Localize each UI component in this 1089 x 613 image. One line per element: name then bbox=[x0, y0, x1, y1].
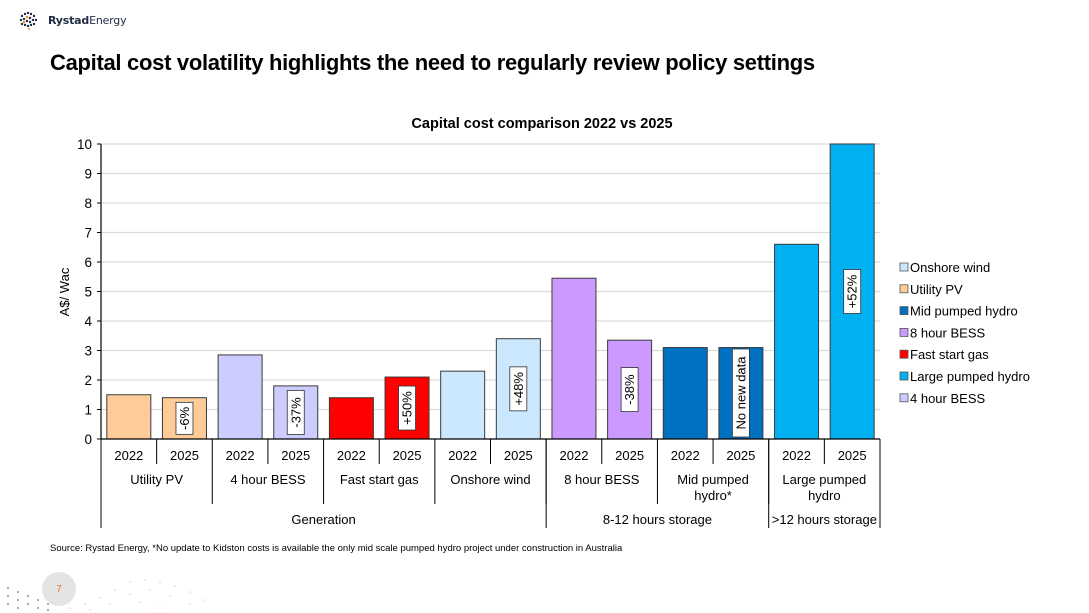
y-tick-label: 8 bbox=[84, 196, 92, 211]
legend-item: Onshore wind bbox=[910, 260, 990, 275]
brand-name: RystadEnergy bbox=[48, 13, 127, 27]
x-tick-label-year: 2022 bbox=[560, 448, 589, 463]
x-tick-label-year: 2025 bbox=[281, 448, 310, 463]
legend: Onshore wind Utility PV Mid pumped hydro 8 … bbox=[899, 260, 1030, 406]
data-label: +52% bbox=[845, 274, 860, 308]
bar-8-hour-bess-2022 bbox=[551, 277, 597, 440]
y-tick-label: 3 bbox=[84, 344, 92, 359]
x-group-label-technology: 4 hour BESS bbox=[230, 472, 305, 487]
data-label-box bbox=[175, 401, 194, 435]
x-group-label-technology: hydro* bbox=[694, 488, 732, 503]
legend-item: 4 hour BESS bbox=[910, 391, 985, 406]
x-tick-label-year: 2022 bbox=[114, 448, 143, 463]
legend-swatch bbox=[899, 327, 909, 337]
decorative-dot-wave bbox=[7, 579, 206, 611]
x-tick-label-year: 2025 bbox=[170, 448, 199, 463]
brand-logo: RystadEnergy bbox=[16, 8, 127, 32]
data-label-box bbox=[509, 366, 528, 412]
data-label: +50% bbox=[400, 391, 415, 425]
y-tick-label: 2 bbox=[84, 373, 92, 388]
y-tick-label: 10 bbox=[77, 137, 92, 152]
y-ticks: 0 1 2 3 4 5 6 7 8 9 10 bbox=[77, 137, 102, 447]
x-group-label-technology: Large pumped bbox=[782, 472, 866, 487]
x-group-label-technology: hydro bbox=[808, 488, 841, 503]
x-group-label-duration: >12 hours storage bbox=[772, 512, 877, 527]
bars: -6% -37% +50% +48% -38% No new data +52% bbox=[106, 143, 875, 440]
x-tick-label-year: 2025 bbox=[393, 448, 422, 463]
x-tick-label-year: 2025 bbox=[504, 448, 533, 463]
legend-swatch bbox=[899, 349, 909, 359]
legend-item: Large pumped hydro bbox=[910, 369, 1030, 384]
x-axis: 2022 2025 2022 2025 2022 2025 2022 2025 2022 2025… bbox=[100, 438, 881, 528]
legend-swatch bbox=[899, 284, 909, 294]
y-tick-label: 5 bbox=[84, 285, 92, 300]
data-label: -38% bbox=[622, 374, 637, 405]
bar-utility-pv-2022 bbox=[106, 394, 152, 440]
legend-swatch bbox=[899, 306, 909, 316]
page-number: 7 bbox=[42, 572, 76, 606]
bar-fast-start-gas-2022 bbox=[328, 397, 374, 440]
data-label: +48% bbox=[511, 372, 526, 406]
x-tick-label-year: 2022 bbox=[782, 448, 811, 463]
capital-cost-chart: Capital cost comparison 2022 vs 2025 A$/… bbox=[57, 116, 1030, 528]
rystad-globe-icon bbox=[19, 11, 38, 30]
y-tick-label: 0 bbox=[84, 432, 92, 447]
legend-swatch bbox=[899, 262, 909, 272]
bar-4-hour-bess-2022 bbox=[217, 354, 263, 440]
source-note: Source: Rystad Energy, *No update to Kid… bbox=[50, 543, 623, 554]
data-label: No new data bbox=[733, 356, 748, 430]
x-group-label-duration: Generation bbox=[291, 512, 355, 527]
x-tick-label-year: 2025 bbox=[615, 448, 644, 463]
y-tick-label: 6 bbox=[84, 255, 92, 270]
x-group-label-technology: 8 hour BESS bbox=[564, 472, 639, 487]
bar-large-pumped-hydro-2025 bbox=[829, 143, 875, 440]
data-label-box bbox=[843, 269, 862, 314]
x-tick-label-year: 2025 bbox=[838, 448, 867, 463]
bar-large-pumped-hydro-2022 bbox=[774, 243, 820, 440]
data-label-box bbox=[398, 385, 416, 431]
data-label: -37% bbox=[288, 397, 303, 428]
y-axis-label: A$/ Wac bbox=[57, 267, 72, 316]
y-tick-label: 7 bbox=[84, 226, 92, 241]
x-group-label-technology: Mid pumped bbox=[677, 472, 749, 487]
x-group-label-technology: Fast start gas bbox=[340, 472, 419, 487]
y-tick-label: 1 bbox=[84, 403, 92, 418]
x-group-label-technology: Onshore wind bbox=[450, 472, 530, 487]
legend-item: Utility PV bbox=[910, 282, 963, 297]
x-tick-label-year: 2022 bbox=[226, 448, 255, 463]
x-tick-label-year: 2025 bbox=[726, 448, 755, 463]
legend-item: Fast start gas bbox=[910, 347, 989, 362]
bar-onshore-wind-2022 bbox=[440, 370, 486, 440]
legend-swatch bbox=[899, 393, 909, 403]
legend-item: 8 hour BESS bbox=[910, 325, 985, 340]
data-label-box bbox=[731, 348, 750, 438]
x-tick-label-year: 2022 bbox=[448, 448, 477, 463]
x-tick-label-year: 2022 bbox=[671, 448, 700, 463]
bar-mid-pumped-hydro-2022 bbox=[662, 347, 708, 440]
x-group-label-technology: Utility PV bbox=[130, 472, 183, 487]
x-group-label-duration: 8-12 hours storage bbox=[603, 512, 712, 527]
y-tick-label: 4 bbox=[84, 314, 92, 329]
slide-title: Capital cost volatility highlights the n… bbox=[50, 50, 815, 75]
chart-title: Capital cost comparison 2022 vs 2025 bbox=[411, 116, 672, 132]
data-label: -6% bbox=[177, 406, 192, 430]
x-tick-label-year: 2022 bbox=[337, 448, 366, 463]
data-label-box bbox=[620, 367, 639, 412]
legend-item: Mid pumped hydro bbox=[910, 304, 1018, 319]
y-tick-label: 9 bbox=[84, 167, 92, 182]
legend-swatch bbox=[899, 371, 909, 381]
data-label-box bbox=[286, 390, 305, 435]
